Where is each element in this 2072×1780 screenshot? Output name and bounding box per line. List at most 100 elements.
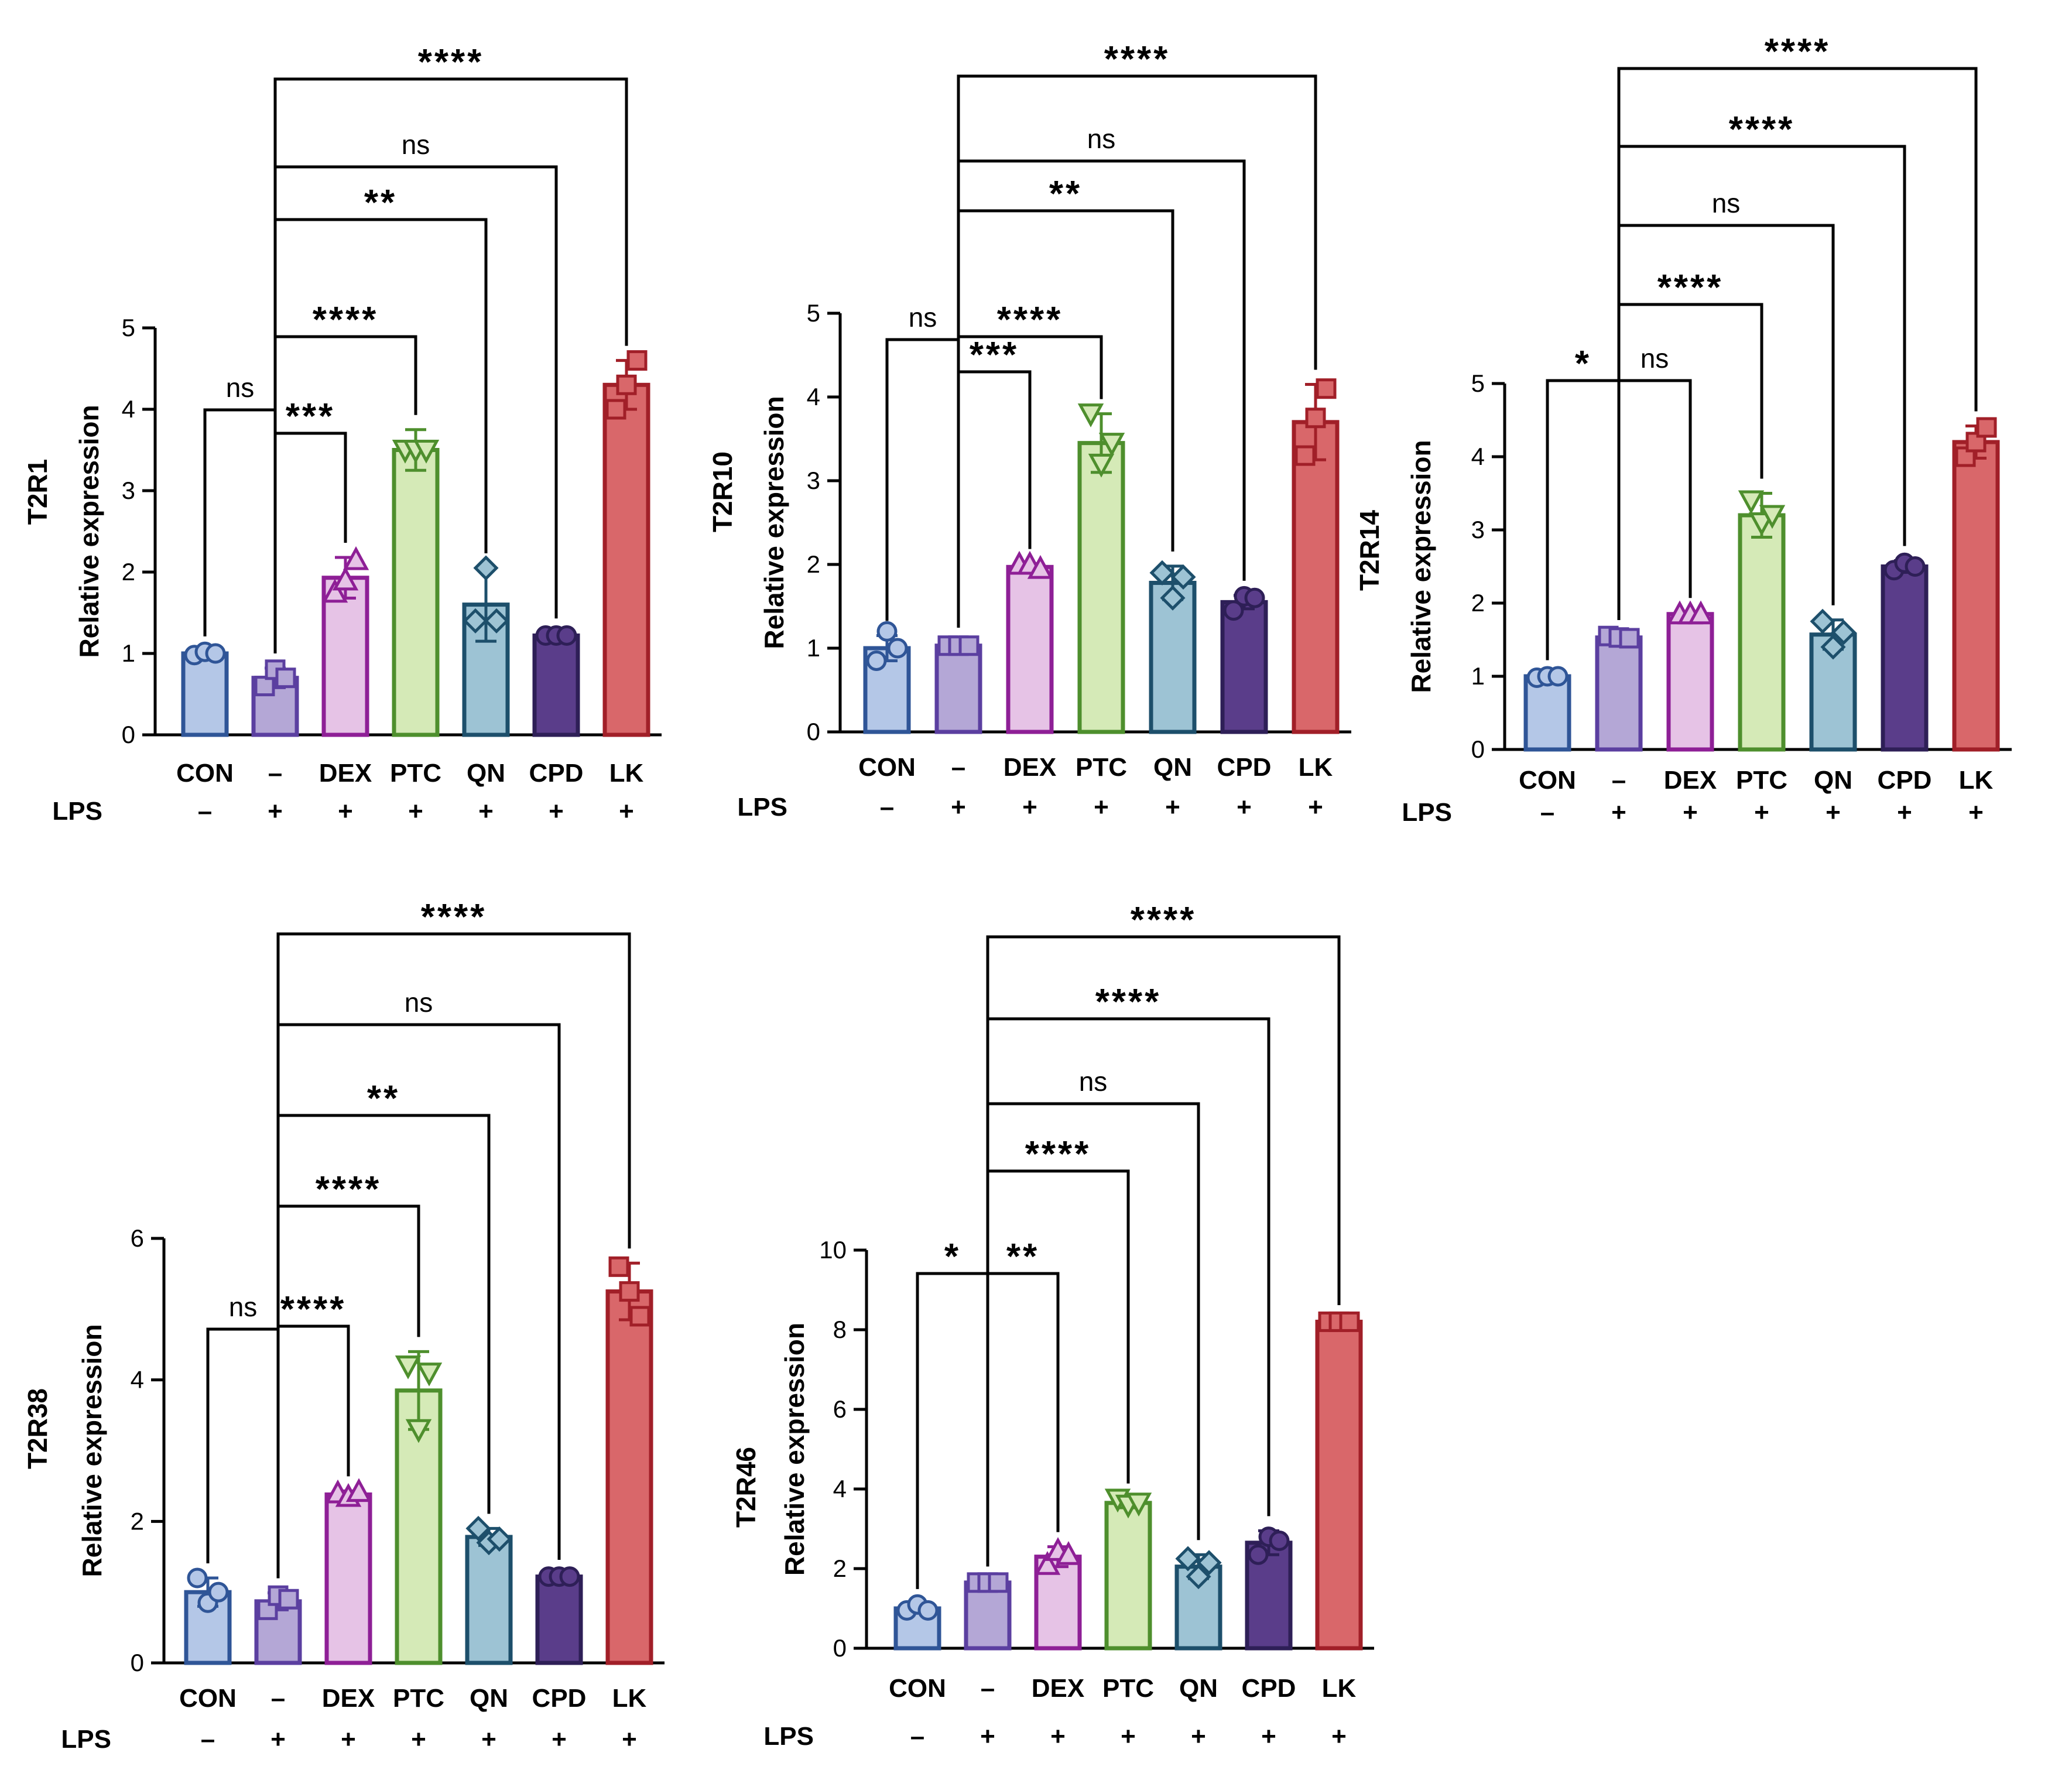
y-tick-label: 4 bbox=[131, 1366, 144, 1394]
lps-sign: + bbox=[1331, 1722, 1347, 1751]
significance-label: ns bbox=[1079, 1066, 1108, 1097]
data-point bbox=[887, 638, 908, 659]
significance-label: ns bbox=[1712, 188, 1741, 218]
lps-sign: + bbox=[411, 1725, 426, 1754]
lps-label: LPS bbox=[1402, 798, 1452, 827]
lps-sign: + bbox=[1826, 798, 1841, 827]
chart-panel-t2r46: 0 2 4 6 8 10 T2R46 Relative expression CON – – + DEX… bbox=[731, 900, 1374, 1751]
data-point bbox=[1316, 378, 1337, 399]
data-point bbox=[619, 1281, 640, 1302]
bar bbox=[1881, 564, 1929, 752]
data-point bbox=[413, 440, 440, 464]
bar bbox=[1220, 600, 1268, 734]
y-tick-label: 3 bbox=[807, 467, 820, 494]
x-tick-label: – bbox=[1612, 766, 1626, 795]
lps-sign: + bbox=[552, 1725, 567, 1754]
y-tick-label: 2 bbox=[807, 550, 820, 578]
bar bbox=[1077, 441, 1125, 734]
data-point bbox=[405, 1419, 432, 1443]
data-point bbox=[1619, 628, 1640, 649]
bar bbox=[1292, 420, 1340, 734]
y-tick-label: 4 bbox=[807, 383, 820, 410]
data-point bbox=[343, 546, 369, 570]
bar bbox=[934, 643, 982, 734]
significance-label: **** bbox=[1765, 32, 1831, 72]
significance-label: ns bbox=[1641, 343, 1669, 374]
x-tick-label: PTC bbox=[1102, 1674, 1154, 1703]
lps-sign: + bbox=[1050, 1722, 1066, 1751]
chart-panel-t2r10: 0 1 2 3 4 5 T2R10 Relative expression CON – – + DEX +… bbox=[707, 39, 1351, 821]
x-tick-label: DEX bbox=[1032, 1674, 1084, 1703]
data-point bbox=[1248, 1544, 1269, 1565]
lps-sign: + bbox=[408, 797, 423, 826]
bar bbox=[964, 1580, 1012, 1651]
chart-title: T2R1 bbox=[22, 459, 53, 525]
data-point bbox=[1269, 1530, 1290, 1551]
bar bbox=[1595, 635, 1643, 752]
data-point bbox=[1149, 560, 1175, 586]
significance-bracket bbox=[1617, 224, 1835, 620]
data-point bbox=[1547, 666, 1568, 687]
lps-sign: + bbox=[549, 797, 564, 826]
x-tick-label: PTC bbox=[390, 759, 441, 788]
y-axis-label: Relative expression bbox=[1406, 440, 1436, 693]
chart-panel-t2r1: 0 1 2 3 4 5 T2R1 Relative expression CON – – + DEX + P… bbox=[22, 42, 662, 826]
significance-label: **** bbox=[421, 897, 487, 937]
data-point bbox=[605, 399, 626, 420]
data-point bbox=[208, 1582, 229, 1603]
x-tick-label: DEX bbox=[1664, 766, 1717, 795]
lps-sign: + bbox=[478, 797, 494, 826]
y-tick-label: 4 bbox=[122, 395, 135, 423]
data-point bbox=[1244, 587, 1265, 608]
significance-bracket bbox=[986, 1272, 1060, 1567]
x-tick-label: – bbox=[951, 753, 965, 782]
y-tick-label: 0 bbox=[833, 1634, 847, 1662]
significance-label: * bbox=[944, 1237, 961, 1277]
bar bbox=[392, 448, 440, 737]
bar bbox=[181, 651, 229, 737]
lps-sign: + bbox=[980, 1722, 995, 1751]
x-tick-label: LK bbox=[612, 1684, 647, 1713]
y-tick-label: 0 bbox=[122, 721, 135, 748]
data-point bbox=[1294, 445, 1316, 466]
lps-sign: + bbox=[1022, 793, 1037, 821]
y-tick-label: 1 bbox=[807, 634, 820, 662]
significance-bracket bbox=[1617, 379, 1692, 620]
significance-bracket bbox=[916, 1272, 989, 1589]
significance-label: **** bbox=[313, 300, 379, 340]
significance-bracket bbox=[986, 1102, 1200, 1567]
y-tick-label: 1 bbox=[1471, 662, 1485, 690]
data-point bbox=[559, 1566, 580, 1587]
x-tick-label: – bbox=[268, 759, 282, 788]
chart-title: T2R14 bbox=[1354, 510, 1385, 591]
lps-sign: + bbox=[481, 1725, 496, 1754]
significance-label: **** bbox=[418, 42, 484, 83]
bar bbox=[1523, 674, 1571, 752]
data-point bbox=[205, 643, 226, 664]
data-point bbox=[465, 1515, 491, 1541]
y-tick-label: 3 bbox=[1471, 516, 1485, 543]
significance-label: ** bbox=[364, 183, 397, 223]
y-tick-label: 6 bbox=[833, 1395, 847, 1423]
significance-label: ** bbox=[1006, 1237, 1039, 1277]
data-point bbox=[1125, 1493, 1152, 1517]
x-tick-label: DEX bbox=[322, 1684, 375, 1713]
y-tick-label: 5 bbox=[1471, 369, 1485, 397]
y-tick-label: 1 bbox=[122, 639, 135, 667]
data-point bbox=[1687, 600, 1714, 625]
significance-bracket bbox=[206, 1327, 280, 1579]
bar bbox=[602, 382, 650, 737]
chart-title: T2R38 bbox=[22, 1388, 53, 1469]
data-point bbox=[463, 608, 488, 634]
significance-bracket bbox=[203, 408, 277, 654]
x-tick-label: – bbox=[981, 1674, 995, 1703]
data-point bbox=[1186, 1564, 1211, 1590]
data-point bbox=[1055, 1541, 1082, 1565]
significance-label: ns bbox=[405, 987, 433, 1018]
y-tick-label: 0 bbox=[131, 1649, 144, 1676]
x-tick-label: QN bbox=[467, 759, 505, 788]
data-point bbox=[988, 1572, 1009, 1593]
y-tick-label: 4 bbox=[833, 1475, 847, 1502]
x-tick-label: CON bbox=[889, 1674, 946, 1703]
data-point bbox=[275, 668, 296, 689]
